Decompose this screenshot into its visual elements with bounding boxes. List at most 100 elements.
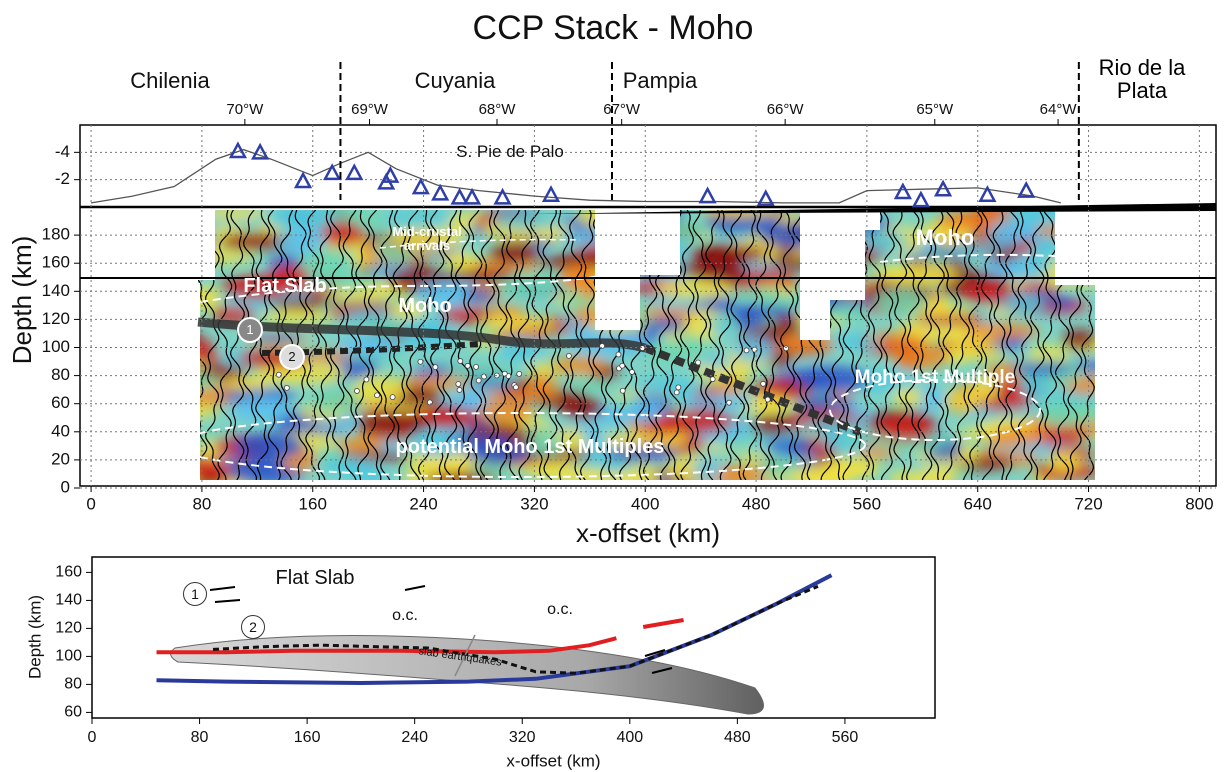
annotation: o.c. [547,601,573,618]
amplitude-blob [949,345,1004,361]
y-tick-label: 120 [42,309,70,328]
annotation: 2 [241,615,265,639]
station [893,182,913,200]
longitude-label: 69°W [351,101,389,118]
amplitude-blob [877,415,936,441]
waveform-trace [380,210,396,480]
mid-crust-trace [379,238,581,249]
waveform-trace [705,210,721,480]
waveform-trace [692,210,708,480]
waveform-trace [479,210,496,480]
plot-box [79,124,1217,487]
earthquake [743,347,750,354]
x-tick-label: 560 [832,729,859,746]
y2-tick-label: -4 [55,142,70,161]
station [293,171,313,189]
shear-arrow [404,585,426,591]
amplitude-blob [559,229,602,247]
waveform-trace [217,210,233,480]
amplitude-blob [248,333,308,344]
amplitude-blob [968,377,1000,402]
x-tick-label: 720 [1074,494,1102,513]
amplitude-blob [1028,236,1086,250]
waveform-trace [242,210,258,480]
moho-trace [879,253,1056,263]
x-tick-label: 480 [742,494,770,513]
earthquake [619,362,626,369]
amplitude-blob [1066,401,1095,425]
earthquake [457,358,464,364]
earthquake [615,351,622,358]
annotation: Flat Slab [243,275,327,297]
x-tick-label: 800 [1185,494,1213,513]
amplitude-blob [571,307,609,324]
data-gap [92,283,200,483]
plot-box [91,556,936,719]
region-label: Rio de la Plata [1098,55,1186,104]
waveform-trace [317,210,333,480]
region-label: Cuyania [415,68,496,93]
amplitude-blob [320,457,377,476]
x-axis-title: x-offset (km) [576,518,720,548]
waveform-trace [329,210,345,480]
station [698,186,717,204]
station [1017,180,1036,198]
amplitude-blob [180,210,198,223]
amplitude-blob [1030,428,1088,445]
multiple-outline [174,412,866,478]
waveform-trace [855,210,871,480]
amplitude-blob [260,310,334,324]
amplitude-blob [1062,329,1095,350]
amplitude-blob [732,303,766,329]
amplitude-blob [1057,221,1095,242]
shear-arrow [209,586,236,591]
amplitude-blob [1036,399,1085,427]
waveform-trace [492,210,508,480]
earthquake [675,384,682,391]
amplitude-blob [1012,362,1073,375]
longitude-label: 65°W [916,101,954,118]
earthquake [695,359,701,366]
amplitude-blob [616,466,661,480]
amplitude-blob [692,458,722,480]
amplitude-blob [201,210,267,220]
amplitude-blob [387,210,451,229]
waveform-trace [729,210,746,480]
longitude-label: 66°W [767,101,805,118]
station [411,177,430,195]
earthquake [432,364,439,370]
x-tick-label: 400 [616,729,643,746]
amplitude-blob [833,299,868,310]
amplitude-blob [387,228,466,249]
amplitude-blob [641,307,696,320]
amplitude-blob [608,218,673,246]
station [345,163,364,181]
amplitude-blob [945,243,1004,256]
amplitude-blob [276,227,328,254]
amplitude-blob [724,287,786,300]
earthquake [639,345,646,351]
shear-arrow [651,667,673,674]
earthquake [709,376,716,383]
station [462,187,482,205]
amplitude-blob [794,365,869,392]
waveform-trace [467,210,483,480]
waveform-trace [229,210,245,480]
y-tick-label: 160 [55,564,82,581]
earthquake [481,373,487,380]
amplitude-blob [816,270,886,282]
amplitude-blob [555,467,612,480]
y-tick-label: 140 [55,592,82,609]
amplitude-blob [317,221,366,246]
x-axis-title: x-offset (km) [506,751,600,770]
x-tick-label: 160 [299,494,327,513]
amplitude-blob [989,219,1025,248]
earthquake [464,362,471,369]
earthquake [764,396,771,403]
waveform-trace [442,210,458,480]
station [911,190,931,208]
y-tick-label: 80 [64,676,82,693]
slab-dashed [643,344,862,436]
earthquake [283,384,290,391]
